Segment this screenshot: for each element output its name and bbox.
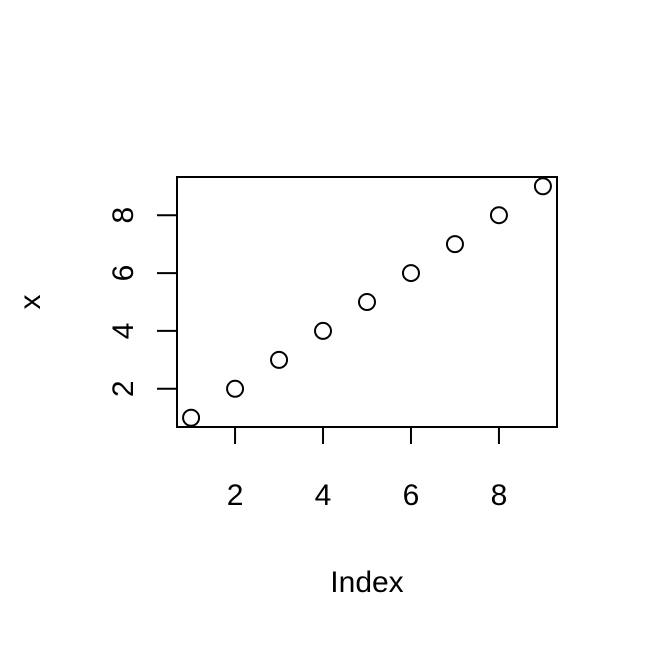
data-point	[401, 264, 420, 283]
y-axis: 2 4 6 8	[107, 207, 178, 397]
y-tick-label: 8	[107, 207, 140, 224]
x-tick-label: 4	[315, 479, 332, 512]
data-point	[533, 177, 552, 196]
data-point	[226, 379, 245, 398]
points-series	[182, 177, 552, 427]
data-point	[489, 206, 508, 225]
y-tick-label: 6	[107, 265, 140, 282]
data-point	[270, 350, 289, 369]
x-tick-label: 8	[491, 479, 508, 512]
y-tick-label: 4	[107, 323, 140, 340]
data-point	[182, 408, 201, 427]
data-point	[314, 321, 333, 340]
data-point	[358, 293, 376, 311]
x-tick-label: 6	[403, 479, 420, 512]
x-axis-label: Index	[330, 566, 403, 599]
data-point	[445, 235, 464, 254]
x-axis: 2 4 6 8	[227, 426, 508, 512]
x-tick-label: 2	[227, 479, 244, 512]
y-axis-label: x	[14, 295, 47, 310]
y-tick-label: 2	[107, 380, 140, 397]
plot-frame	[176, 176, 558, 428]
